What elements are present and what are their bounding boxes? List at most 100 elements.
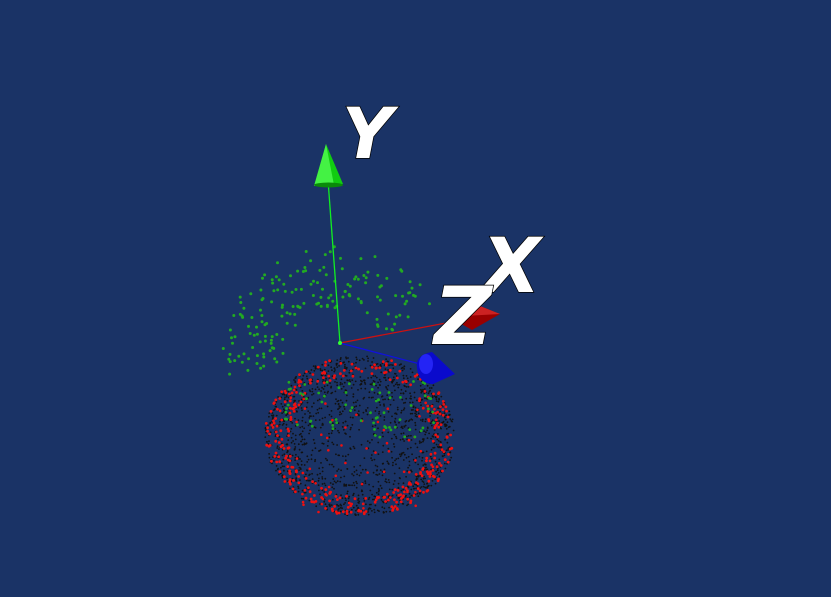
cloud-point	[249, 292, 253, 296]
cloud-point	[286, 399, 289, 402]
cloud-point	[304, 269, 308, 273]
cloud-point	[353, 497, 357, 501]
cloud-point	[434, 433, 438, 437]
cloud-point	[416, 482, 420, 486]
cloud-point	[423, 388, 426, 390]
cloud-point	[262, 355, 266, 359]
cloud-point	[425, 470, 429, 473]
cloud-point	[374, 410, 377, 412]
cloud-point	[289, 418, 292, 421]
cloud-point	[416, 478, 419, 480]
cloud-point	[321, 369, 324, 372]
cloud-point	[355, 514, 357, 516]
cloud-point	[286, 465, 290, 468]
cloud-point	[270, 423, 274, 427]
cloud-point	[324, 364, 327, 367]
cloud-point	[306, 377, 309, 380]
cloud-point	[400, 392, 402, 395]
cloud-point	[294, 425, 297, 427]
cloud-point	[300, 407, 303, 409]
cloud-point	[264, 422, 268, 425]
cloud-point	[299, 287, 303, 291]
cloud-point	[403, 365, 406, 368]
cloud-point	[268, 456, 271, 459]
cloud-point	[433, 395, 436, 397]
cloud-point	[414, 490, 417, 494]
cloud-point	[405, 299, 409, 303]
cloud-point	[377, 381, 379, 384]
cloud-point	[382, 462, 385, 465]
cloud-point	[330, 410, 333, 412]
cloud-point	[285, 311, 289, 315]
cloud-point	[403, 425, 406, 428]
cloud-point	[387, 463, 390, 465]
cloud-point	[378, 412, 380, 415]
cloud-point	[408, 460, 411, 463]
cloud-point	[324, 360, 328, 364]
cloud-point	[344, 455, 347, 458]
cloud-point	[303, 464, 306, 466]
cloud-point	[381, 360, 385, 364]
cloud-point	[407, 291, 411, 295]
cloud-point	[321, 489, 324, 492]
cloud-point	[221, 347, 225, 350]
cloud-point	[303, 442, 306, 445]
cloud-point	[356, 399, 359, 402]
cloud-point	[260, 314, 264, 317]
cloud-point	[290, 436, 293, 439]
cloud-point	[266, 426, 269, 430]
cloud-point	[393, 445, 396, 448]
cloud-point	[333, 367, 336, 370]
cloud-point	[376, 420, 380, 424]
cloud-point	[428, 475, 432, 478]
cloud-point	[310, 500, 314, 504]
cloud-point	[263, 323, 267, 327]
cloud-point	[444, 418, 447, 421]
cloud-point	[294, 469, 298, 473]
cloud-point	[394, 389, 396, 392]
cloud-point	[228, 372, 232, 376]
cloud-point	[390, 505, 394, 509]
cloud-point	[362, 511, 366, 514]
cloud-point	[402, 392, 405, 395]
cloud-point	[344, 391, 348, 394]
cloud-point	[337, 508, 340, 511]
cloud-point	[403, 302, 407, 306]
cloud-point	[373, 391, 376, 394]
cloud-point	[395, 500, 398, 504]
cloud-point	[421, 406, 425, 410]
cloud-point	[323, 385, 326, 388]
cloud-point	[282, 475, 286, 479]
cloud-point	[391, 464, 394, 467]
cloud-point	[372, 421, 375, 425]
cloud-point	[233, 359, 237, 363]
cloud-point	[335, 421, 339, 424]
cloud-point	[375, 317, 379, 321]
cloud-point	[288, 312, 292, 316]
cloud-point	[371, 510, 373, 512]
cloud-point	[314, 460, 316, 463]
cloud-point	[333, 487, 335, 490]
cloud-point	[375, 366, 378, 370]
cloud-point	[384, 370, 388, 374]
cloud-point	[278, 448, 280, 450]
cloud-point	[445, 423, 447, 426]
cloud-point	[282, 422, 285, 425]
cloud-point	[299, 468, 302, 471]
cloud-point	[428, 459, 432, 463]
cloud-point	[349, 504, 353, 508]
cloud-point	[331, 486, 334, 489]
cloud-point	[333, 374, 336, 377]
cloud-point	[401, 398, 404, 401]
cloud-point	[321, 363, 324, 366]
cloud-point	[376, 363, 379, 365]
cloud-point	[327, 449, 330, 452]
cloud-point	[325, 303, 329, 307]
cloud-point	[336, 366, 339, 368]
cloud-point	[382, 511, 385, 513]
cloud-point	[297, 490, 300, 493]
cloud-point	[270, 335, 274, 339]
cloud-point	[369, 383, 372, 386]
cloud-point	[292, 395, 295, 398]
